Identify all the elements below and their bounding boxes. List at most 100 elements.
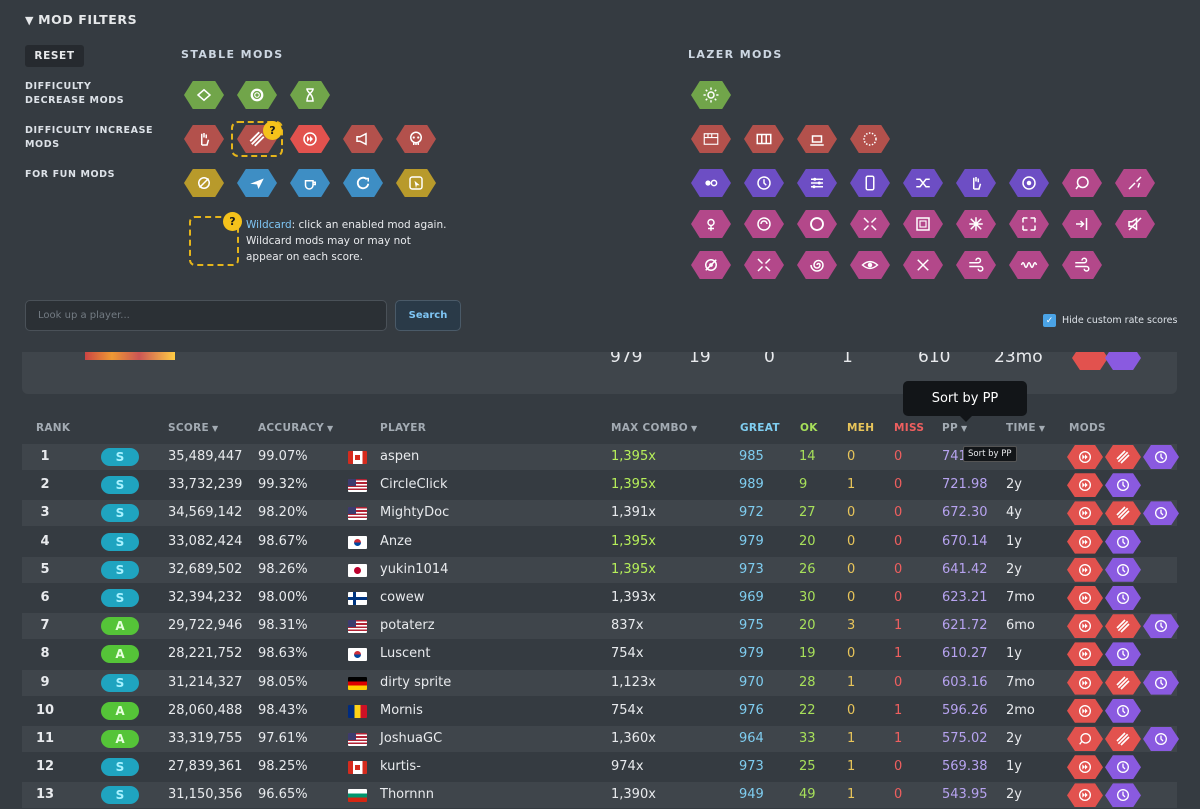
lazer-fun-mod-muted[interactable] [1062, 251, 1102, 279]
lazer-fun-mod-depth[interactable] [903, 251, 943, 279]
cup-icon [304, 180, 316, 190]
lazer-fun-mod-magnetised[interactable] [1009, 169, 1049, 197]
stable-di-mod-hard-rock[interactable] [184, 125, 224, 153]
lazer-fun-mod-grow[interactable] [797, 210, 837, 238]
accuracy-cell: 98.63% [258, 646, 308, 662]
table-row[interactable]: 7 A 29,722,946 98.31% potaterz 837x 975 20 3 1 621… [22, 613, 1179, 640]
lazer-fun-mod-no-scope[interactable] [691, 251, 731, 279]
lazer-fun-mod-adaptive-speed[interactable] [744, 169, 784, 197]
table-row[interactable]: 5 S 32,689,502 98.26% yukin1014 1,395x 973 26 0 0… [22, 556, 1177, 583]
lazer-fun-mod-approach[interactable] [1115, 210, 1155, 238]
lazer-di-mod-accuracy-challenge[interactable] [691, 125, 731, 153]
score-cell: 31,150,356 [168, 787, 243, 803]
player-search-input[interactable] [25, 300, 387, 331]
lazer-fun-mod-mirror[interactable] [850, 169, 890, 197]
stable-fun-mod-spun-out[interactable] [343, 169, 383, 197]
great-cell: 975 [739, 618, 764, 634]
table-row[interactable]: 10 A 28,060,488 98.43% Mornis 754x 976 22 0 1 596.… [22, 698, 1177, 724]
hide-custom-checkbox[interactable]: ✓ [1043, 314, 1056, 327]
country-flag-de [348, 676, 367, 690]
stable-fun-mod-auto[interactable] [290, 169, 330, 197]
header-accuracy[interactable]: ACCURACY ▼ [258, 422, 333, 434]
meh-cell: 0 [847, 449, 856, 464]
spin-icon [356, 176, 370, 190]
mod-filters-toggle[interactable]: ▼ MOD FILTERS [25, 12, 137, 27]
lazer-fun-mod-difficulty-adjust[interactable] [797, 169, 837, 197]
stable-fun-mod-no-video[interactable] [184, 169, 224, 197]
lazer-fun-mod-wave[interactable] [1009, 251, 1049, 279]
miss-cell: 0 [894, 449, 903, 464]
table-row[interactable]: 11 A 33,319,755 97.61% JoshuaGC 1,360x 964 33 1 1… [22, 726, 1179, 752]
lazer-di-mod-blinds[interactable] [850, 125, 890, 153]
lazer-di-mod-flashlight[interactable] [797, 125, 837, 153]
max-combo-cell: 1,391x [611, 505, 656, 521]
meh-cell: 3 [847, 618, 856, 634]
lazer-dd-mod-daycore[interactable] [691, 81, 731, 109]
lazer-fun-mod-spiral[interactable] [797, 251, 837, 279]
rank-cell: 7 [40, 618, 50, 634]
search-button[interactable]: Search [395, 300, 461, 331]
lazer-fun-mod-freeze[interactable] [1115, 169, 1155, 197]
lazer-fun-mod-wind-up[interactable] [956, 251, 996, 279]
wildcard-label: Wildcard [246, 219, 292, 231]
score-cell: 28,060,488 [168, 702, 243, 718]
lazer-fun-mod-random[interactable] [903, 169, 943, 197]
score-cell: 33,732,239 [168, 477, 243, 493]
stable-dd-mod-no-fail[interactable] [237, 81, 277, 109]
lazer-fun-mod-target[interactable] [691, 169, 731, 197]
table-row[interactable]: 6 S 32,394,232 98.00% cowew 1,393x 969 30 0 0 623.… [22, 585, 1177, 611]
header-max-combo[interactable]: MAX COMBO ▼ [611, 422, 698, 434]
pp-cell: 596.26 [942, 702, 988, 718]
hide-custom-rate-toggle[interactable]: ✓ Hide custom rate scores [1043, 314, 1177, 327]
miss-cell: 0 [894, 590, 903, 605]
table-row[interactable]: 4 S 33,082,424 98.67% Anze 1,395x 979 20 0 0 670.1… [22, 529, 1177, 555]
stable-dd-mod-half-time[interactable] [290, 81, 330, 109]
lazer-fun-mod-cursor[interactable] [956, 169, 996, 197]
header-score[interactable]: SCORE ▼ [168, 422, 218, 434]
lazer-fun-mod-barrel[interactable] [903, 210, 943, 238]
sliders-icon [811, 177, 823, 189]
lazer-fun-mod-repel[interactable] [744, 251, 784, 279]
hourglass-icon [306, 88, 314, 102]
sort-arrow-icon: ▼ [326, 424, 334, 433]
stable-di-mod-double-time[interactable] [290, 125, 330, 153]
stable-di-mod-perfect[interactable] [343, 125, 383, 153]
stable-fun-mod-relax[interactable] [237, 169, 277, 197]
lazer-fun-mod-frost[interactable] [956, 210, 996, 238]
wildcard-help-text: Wildcard: click an enabled mod again. Wi… [246, 217, 466, 265]
table-row[interactable]: 9 S 31,214,327 98.05% dirty sprite 1,123x 970 2… [22, 669, 1179, 696]
table-row[interactable]: 13 S 31,150,356 96.65% Thornnn 1,390x 949 49 1 0 5… [22, 782, 1177, 809]
reset-button[interactable]: RESET [25, 45, 84, 67]
score-cell: 27,839,361 [168, 759, 243, 775]
target-icon [1022, 176, 1036, 190]
pinned-great: 979 [610, 352, 643, 367]
player-name: Luscent [380, 646, 431, 662]
chevron-down-icon: ▼ [25, 14, 35, 27]
lazer-fun-mod-bubbles[interactable] [1062, 169, 1102, 197]
table-row[interactable]: 3 S 34,569,142 98.20% MightyDoc 1,391x 972 27 0 0… [22, 500, 1179, 527]
header-score-label: SCORE [168, 422, 209, 434]
ok-cell: 28 [799, 674, 816, 690]
mod-sd [1105, 670, 1141, 695]
table-row[interactable]: 8 A 28,221,752 98.63% Luscent 754x 979 19 0 1 610.… [22, 641, 1177, 667]
lazer-fun-mod-wiggle[interactable] [1009, 210, 1049, 238]
lazer-fun-mod-spin-in[interactable] [744, 210, 784, 238]
rank-cell: 11 [35, 731, 55, 746]
header-accuracy-label: ACCURACY [258, 422, 324, 434]
table-row[interactable]: 2 S 33,732,239 99.32% CircleClick 1,395x 989 9 1… [22, 472, 1177, 498]
table-row[interactable]: 12 S 27,839,361 98.25% kurtis- 974x 973 25 1 0 569… [22, 754, 1177, 780]
time-cell: 7mo [1006, 674, 1035, 690]
lazer-fun-mod-eye[interactable] [850, 251, 890, 279]
rank-cell: 10 [35, 702, 55, 718]
mod-ad [1105, 557, 1141, 582]
stable-fun-mod-autopilot[interactable] [396, 169, 436, 197]
lazer-fun-mod-deflate[interactable] [850, 210, 890, 238]
header-pp[interactable]: PP ▼ [942, 422, 967, 434]
stable-di-mod-hidden[interactable] [396, 125, 436, 153]
lazer-fun-mod-transform[interactable] [1062, 210, 1102, 238]
lazer-fun-mod-traceable[interactable] [691, 210, 731, 238]
grade-badge: A [101, 617, 139, 636]
header-time[interactable]: TIME ▼ [1006, 422, 1045, 434]
lazer-di-mod-strict-tracking[interactable] [744, 125, 784, 153]
stable-dd-mod-easy[interactable] [184, 81, 224, 109]
